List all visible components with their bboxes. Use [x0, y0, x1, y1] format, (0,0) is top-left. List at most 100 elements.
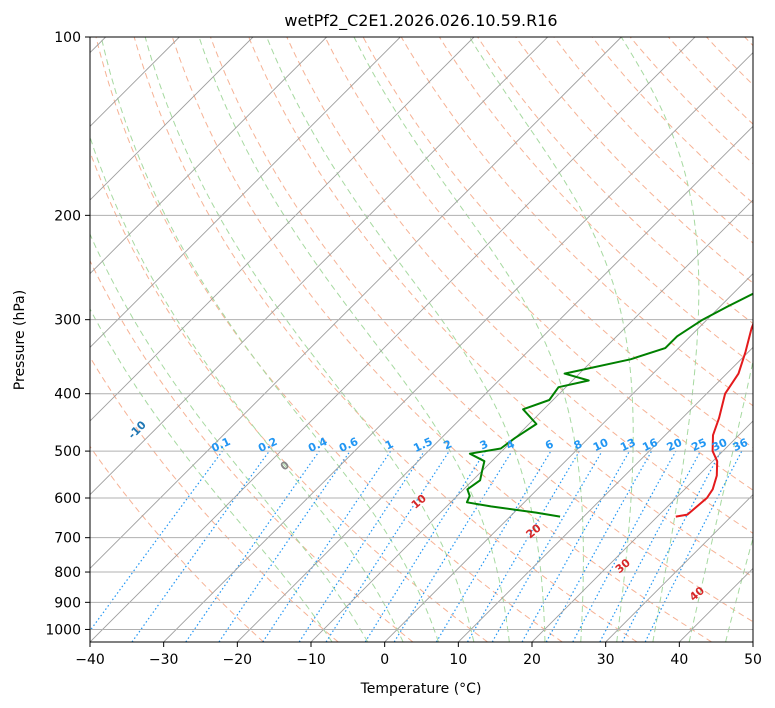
moist-adiabat-line: [90, 232, 369, 642]
x-tick-label: −20: [223, 652, 253, 668]
y-tick-label: 400: [54, 387, 81, 403]
dry-adiabat-label: -10: [126, 418, 149, 441]
x-tick-label: 50: [744, 652, 762, 668]
mixing-ratio-line: [521, 450, 631, 642]
x-tick-label: 20: [523, 652, 541, 668]
dry-adiabat-line: [591, 37, 753, 204]
moist-adiabat-line: [266, 37, 546, 642]
moist-adiabat-label: 0: [278, 458, 292, 473]
mixing-ratio-line: [491, 450, 603, 642]
chart-title: wetPf2_C2E1.2026.026.10.59.R16: [284, 11, 557, 31]
y-tick-label: 300: [54, 313, 81, 329]
dry-adiabat-line: [90, 445, 264, 642]
x-axis: −40 −30 −20 −10 0 10 20 30 40 50: [75, 642, 762, 668]
y-tick-label: 1000: [45, 622, 81, 638]
moist-adiabat-line: [725, 536, 753, 642]
isotherm-line: [458, 346, 753, 642]
mixing-ratio-line: [131, 450, 270, 642]
moist-adiabat-label: 30: [613, 556, 633, 576]
mixing-ratio-line: [325, 450, 450, 642]
plot-frame: [89, 36, 754, 643]
isotherm-line: [679, 567, 753, 642]
dry-adiabat-line: [95, 37, 563, 642]
moist-adiabats: [90, 37, 753, 642]
x-tick-label: 0: [380, 652, 389, 668]
isotherm-line: [90, 37, 327, 275]
moist-adiabat-line: [100, 37, 439, 642]
mixing-ratio-line: [599, 450, 702, 642]
y-axis-label: Pressure (hPa): [12, 290, 28, 390]
isotherm-line: [531, 420, 753, 642]
dry-adiabat-line: [515, 37, 753, 284]
mixing-ratio-line: [90, 450, 223, 632]
mixing-ratio-label: 30: [710, 436, 730, 454]
isotherm-line: [310, 199, 753, 642]
moist-adiabat-line: [469, 37, 634, 642]
y-axis: 100 200 300 400 500 600 700 800 900 1000: [45, 30, 90, 638]
mixing-ratio-label: 36: [731, 436, 751, 454]
x-tick-label: 30: [597, 652, 615, 668]
temperature-profile: [675, 322, 753, 518]
dry-adiabats: [90, 37, 753, 642]
x-tick-label: −40: [75, 652, 105, 668]
isotherm-line: [163, 52, 753, 642]
mixing-ratio-line: [364, 450, 486, 642]
dry-adiabat-line: [248, 37, 753, 578]
x-tick-label: 10: [449, 652, 467, 668]
dry-adiabat-line: [90, 150, 488, 642]
isobars: [90, 37, 753, 630]
mixing-ratio-label: 1: [383, 437, 395, 452]
mixing-ratio-label: 20: [665, 436, 685, 454]
mixing-ratio-line: [572, 450, 677, 642]
mixing-ratio-line: [393, 450, 513, 642]
y-tick-label: 200: [54, 208, 81, 224]
mixing-ratio-label: 10: [591, 436, 611, 454]
moist-adiabat-line: [198, 37, 510, 642]
mixing-ratio-line: [218, 450, 351, 642]
y-tick-label: 900: [54, 595, 81, 611]
moist-adiabat-label: 10: [409, 492, 429, 512]
mixing-ratio-line: [262, 450, 392, 642]
isotherm-line: [90, 37, 254, 201]
mixing-ratio-line: [466, 450, 580, 642]
moist-adiabat-line: [353, 37, 584, 642]
mixing-ratio-line: [298, 450, 425, 642]
y-tick-label: 100: [54, 30, 81, 46]
mixing-ratio-label: 0.4: [306, 435, 329, 455]
mixing-ratio-line: [435, 450, 552, 642]
y-tick-label: 800: [54, 565, 81, 581]
mixing-ratio-label: 25: [689, 436, 708, 454]
mixing-ratio-label: 16: [640, 436, 660, 454]
dry-adiabat-line: [133, 37, 638, 642]
isotherm-line: [90, 37, 696, 642]
isotherm-line: [237, 125, 753, 642]
mixing-ratio-label: 0.6: [337, 435, 360, 455]
isotherm-line: [605, 494, 753, 642]
mixing-ratio-label: 1.5: [411, 435, 434, 455]
dewpoint-profile: [465, 292, 753, 518]
x-tick-label: 40: [670, 652, 688, 668]
mixing-ratio-line: [185, 450, 320, 642]
sounding-series: [465, 292, 753, 518]
line-labels: 0.10.20.40.611.52346810131620253036-100-…: [126, 418, 751, 604]
mixing-ratio-label: 6: [543, 437, 556, 452]
dry-adiabat-line: [629, 37, 753, 165]
moist-adiabat-line: [90, 308, 333, 642]
isotherm-line: [90, 37, 622, 569]
moist-adiabat-line: [688, 358, 753, 642]
mixing-ratio-label: 2: [442, 437, 454, 452]
x-tick-label: −30: [149, 652, 179, 668]
moist-adiabat-label: 20: [524, 521, 544, 541]
mixing-ratio-label: 13: [618, 436, 637, 454]
isotherm-line: [90, 37, 548, 496]
x-axis-label: Temperature (°C): [360, 681, 482, 697]
dry-adiabat-line: [553, 37, 753, 244]
isotherms: [90, 37, 753, 642]
moist-adiabat-label: 40: [687, 584, 707, 604]
y-tick-label: 700: [54, 531, 81, 547]
dry-adiabat-line: [90, 356, 339, 642]
dry-adiabat-line: [477, 37, 753, 325]
dry-adiabat-line: [171, 37, 712, 642]
dry-adiabat-line: [90, 259, 414, 642]
